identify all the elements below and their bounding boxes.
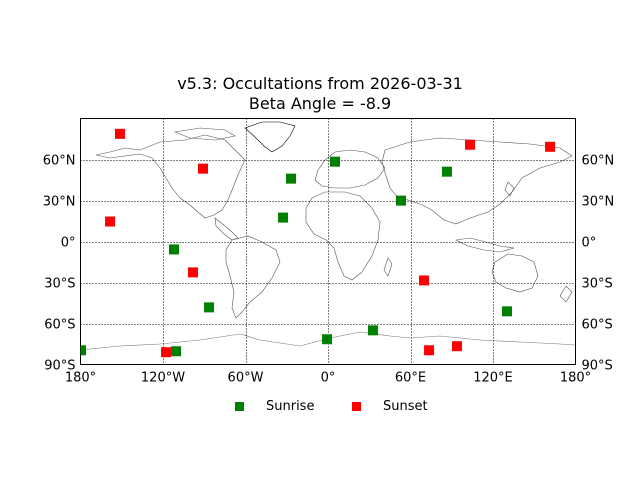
x-tick-label: 180°: [560, 371, 591, 386]
sunrise-square-icon: [235, 402, 244, 411]
x-tick-label: 0°: [321, 371, 336, 386]
y-tick-label-left: 0°: [61, 236, 76, 251]
y-tick-label-right: 30°S: [582, 277, 613, 292]
sunrise-marker: [441, 166, 452, 177]
chart-subtitle: Beta Angle = -8.9: [248, 94, 392, 113]
sunrise-marker: [322, 334, 333, 345]
y-tick-label-left: 90°S: [44, 359, 75, 374]
y-tick-label-right: 0°: [582, 236, 597, 251]
chart-title: v5.3: Occultations from 2026-03-31: [177, 74, 463, 93]
sunrise-marker: [278, 212, 289, 223]
legend-item-sunset: Sunset: [352, 399, 428, 414]
sunset-marker: [545, 141, 556, 152]
y-tick-label-right: 90°S: [582, 359, 613, 374]
coastlines: [79, 121, 576, 351]
sunset-marker: [451, 341, 462, 352]
sunset-marker: [105, 216, 116, 227]
x-tick-label: 120°E: [473, 371, 513, 386]
sunset-marker: [424, 345, 435, 356]
sunset-marker: [465, 139, 476, 150]
legend-label-sunrise: Sunrise: [266, 399, 315, 414]
y-tick-label-right: 60°N: [582, 154, 615, 169]
sunrise-marker: [367, 325, 378, 336]
sunset-marker: [114, 128, 125, 139]
x-tick-label: 60°E: [395, 371, 426, 386]
y-tick-label-left: 60°S: [44, 318, 75, 333]
sunset-square-icon: [352, 402, 361, 411]
sunrise-marker: [80, 345, 87, 356]
sunrise-marker: [330, 156, 341, 167]
y-tick-label-right: 30°N: [582, 195, 615, 210]
x-tick-label: 60°W: [228, 371, 264, 386]
legend: Sunrise Sunset: [0, 399, 640, 419]
legend-label-sunset: Sunset: [383, 399, 428, 414]
sunset-marker: [187, 267, 198, 278]
sunset-marker: [161, 347, 172, 358]
sunrise-marker: [171, 346, 182, 357]
y-tick-label-right: 60°S: [582, 318, 613, 333]
sunrise-marker: [502, 306, 513, 317]
y-tick-label-left: 30°N: [43, 195, 76, 210]
sunrise-marker: [396, 195, 407, 206]
sunrise-marker: [286, 173, 297, 184]
sunrise-marker: [169, 244, 179, 255]
plot-frame: [80, 118, 576, 365]
y-tick-label-left: 60°N: [43, 154, 76, 169]
x-tick-label: 120°W: [141, 371, 185, 386]
legend-item-sunrise: Sunrise: [235, 399, 314, 414]
sunrise-marker: [204, 302, 215, 313]
sunset-marker: [418, 275, 429, 286]
x-tick-label: 180°: [65, 371, 96, 386]
axis-tick-labels: 180° 120°W 60°W 0° 60°E 120°E 180° 60°N 60°N 30°N…: [43, 154, 615, 386]
graticule: [80, 118, 576, 365]
y-tick-label-left: 30°S: [44, 277, 75, 292]
sunset-marker: [198, 163, 209, 174]
occultation-markers: [80, 128, 556, 358]
